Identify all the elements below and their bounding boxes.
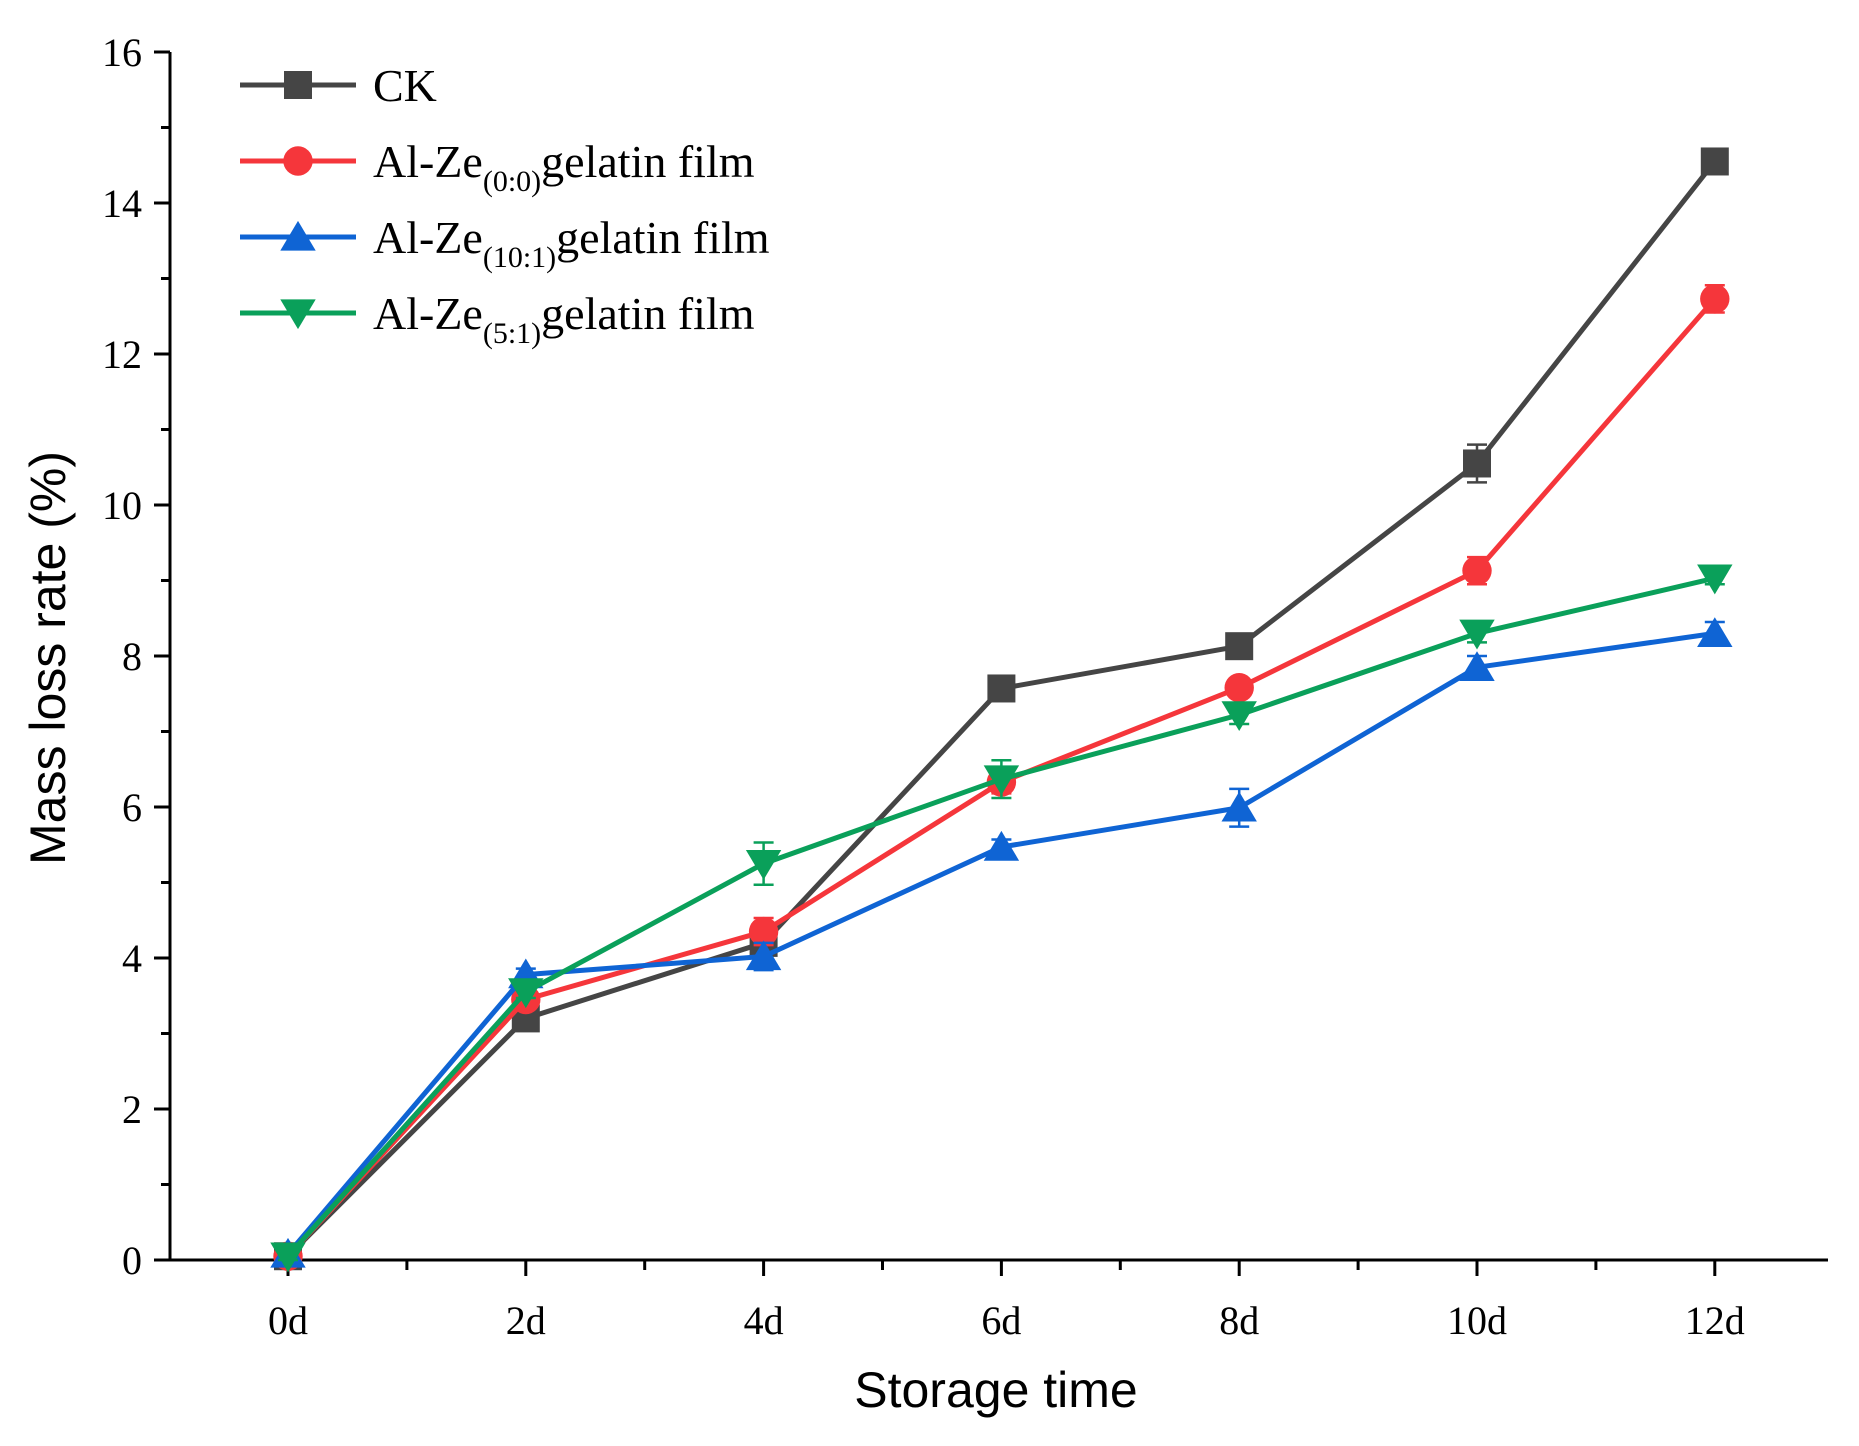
- data-point: [745, 849, 782, 880]
- y-axis-title: Mass loss rate (%): [20, 451, 76, 865]
- y-tick-label: 16: [102, 30, 142, 75]
- legend-marker: [284, 71, 312, 99]
- y-axis-ticks: 0 2 4 6 8 10 12 14 16: [102, 30, 170, 1283]
- legend-label: CK: [373, 60, 437, 111]
- data-point: [1700, 284, 1730, 314]
- y-tick-label: 0: [122, 1238, 142, 1283]
- data-point: [1700, 147, 1729, 176]
- legend-marker: [283, 146, 313, 176]
- y-tick-label: 4: [122, 936, 142, 981]
- data-point: [983, 830, 1020, 861]
- legend-item: Al-Ze(5:1)gelatin film: [240, 288, 755, 350]
- series-0: [274, 147, 1729, 1271]
- data-point: [508, 978, 544, 1009]
- x-axis-ticks: 0d 2d 4d 6d 8d 10d 12d: [268, 1260, 1745, 1343]
- data-point: [1462, 555, 1492, 586]
- data-point: [1459, 619, 1495, 650]
- y-tick-label: 12: [102, 332, 142, 377]
- y-tick-label: 2: [122, 1087, 142, 1132]
- data-point: [1463, 449, 1491, 478]
- data-point: [983, 765, 1020, 796]
- data-point: [1459, 651, 1495, 682]
- x-tick-label: 10d: [1447, 1298, 1507, 1343]
- legend: CK Al-Ze(0:0)gelatin film Al-Ze(10:1)gelat…: [240, 60, 770, 350]
- data-point: [987, 674, 1016, 703]
- y-tick-label: 14: [102, 181, 142, 226]
- x-tick-label: 2d: [506, 1298, 546, 1343]
- data-point: [745, 940, 782, 971]
- x-tick-label: 4d: [744, 1298, 784, 1343]
- data-point: [1221, 791, 1257, 822]
- legend-label: Al-Ze(0:0)gelatin film: [373, 136, 755, 198]
- x-tick-label: 8d: [1219, 1298, 1259, 1343]
- y-tick-label: 6: [122, 785, 142, 830]
- legend-marker: [280, 220, 316, 251]
- data-point: [1221, 701, 1257, 731]
- data-point: [1224, 673, 1254, 703]
- data-point: [748, 916, 779, 947]
- legend-label: Al-Ze(5:1)gelatin film: [373, 288, 755, 350]
- legend-item: Al-Ze(0:0)gelatin film: [240, 136, 755, 198]
- x-axis-title: Storage time: [854, 1362, 1137, 1418]
- series-3: [270, 564, 1733, 1273]
- x-tick-label: 6d: [981, 1298, 1021, 1343]
- y-tick-label: 10: [102, 483, 142, 528]
- data-point: [270, 1242, 306, 1273]
- legend-marker: [280, 299, 316, 330]
- legend-item: CK: [240, 60, 437, 111]
- data-point: [1697, 564, 1733, 595]
- x-tick-label: 0d: [268, 1298, 308, 1343]
- x-tick-label: 12d: [1685, 1298, 1745, 1343]
- series-2: [270, 617, 1733, 1268]
- series-line: [286, 630, 1716, 1256]
- series-group: [270, 147, 1733, 1273]
- legend-item: Al-Ze(10:1)gelatin film: [240, 212, 770, 274]
- y-tick-label: 8: [122, 634, 142, 679]
- legend-label: Al-Ze(10:1)gelatin film: [373, 212, 770, 274]
- data-point: [1697, 617, 1733, 648]
- data-point: [1225, 632, 1254, 661]
